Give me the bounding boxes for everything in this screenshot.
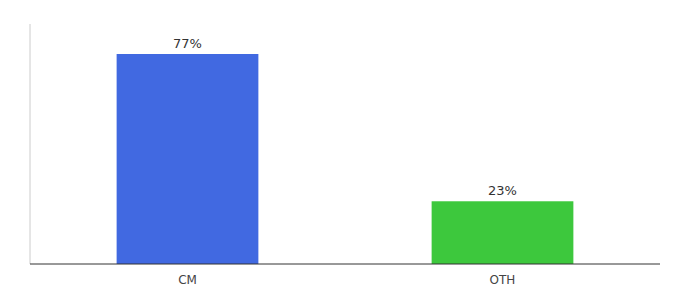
y-axis-line bbox=[30, 24, 31, 264]
chart-svg: 77% 23% CM OTH bbox=[0, 0, 680, 300]
x-axis-line bbox=[30, 264, 660, 265]
x-tick-label: CM bbox=[178, 273, 197, 287]
page: {"chart_data": {"type": "bar", "categori… bbox=[0, 0, 680, 300]
data-labels: 77% 23% bbox=[173, 36, 517, 198]
bars bbox=[117, 54, 574, 264]
data-label: 23% bbox=[488, 183, 517, 198]
chart-container: 77% 23% CM OTH bbox=[0, 0, 680, 300]
x-tick-label: OTH bbox=[490, 273, 516, 287]
data-label: 77% bbox=[173, 36, 202, 51]
x-tick-labels: CM OTH bbox=[178, 273, 515, 287]
bar bbox=[432, 201, 574, 264]
bar bbox=[117, 54, 259, 264]
